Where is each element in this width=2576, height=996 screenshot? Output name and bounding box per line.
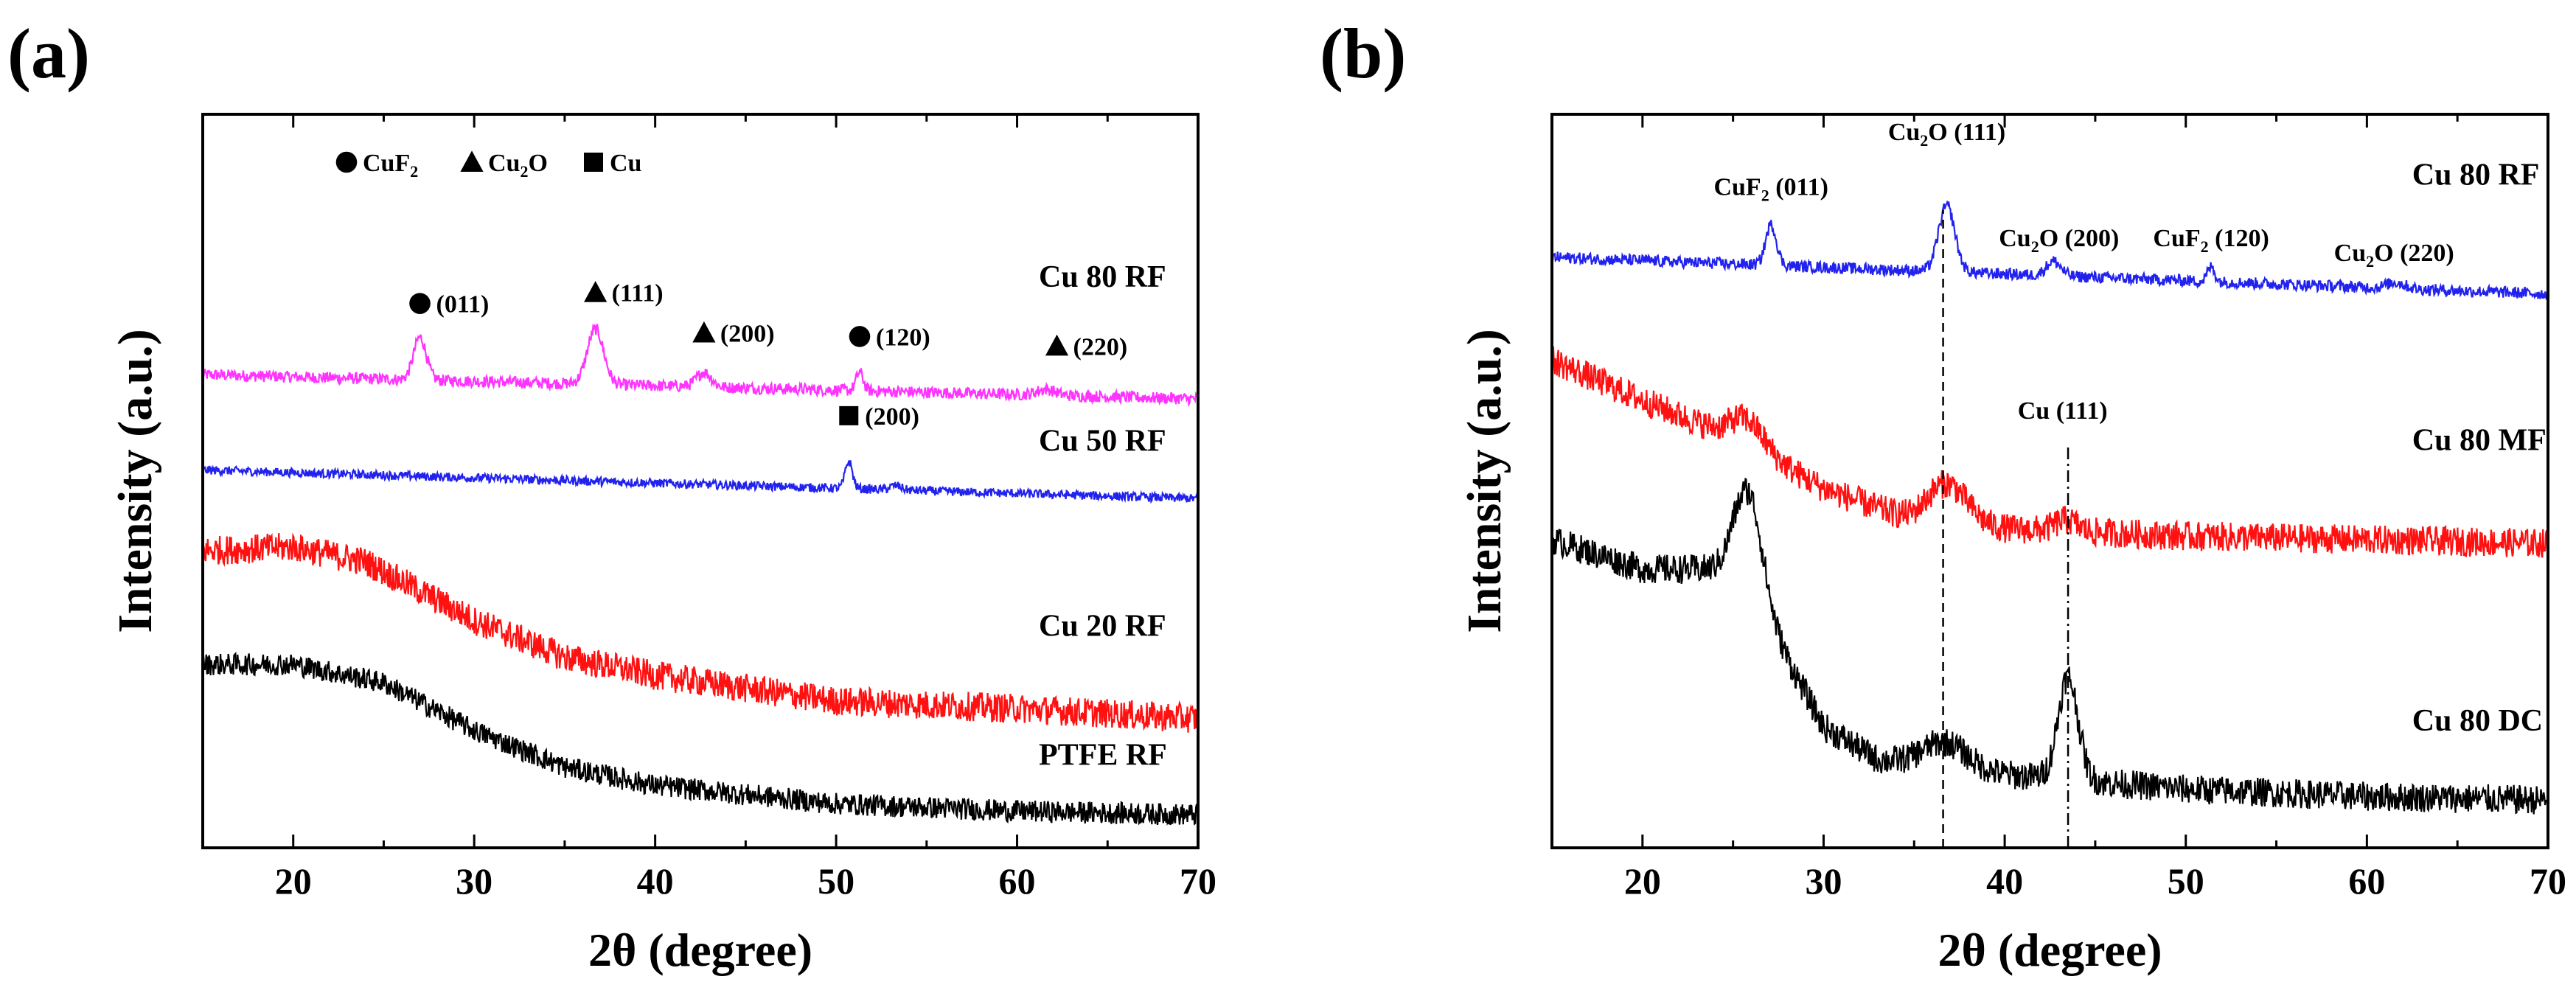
y-axis-label: Intensity (a.u.): [1458, 329, 1511, 633]
series-line-cu-80-rf: [201, 323, 1198, 408]
panel-letter: (b): [1320, 14, 1406, 93]
peak-triangle-marker: [1045, 334, 1069, 356]
peak-triangle-marker: [692, 321, 716, 343]
y-axis-label: Intensity (a.u.): [108, 329, 162, 633]
x-tick-label: 30: [456, 860, 492, 902]
peak-circle-marker: [849, 326, 871, 347]
peak-square-marker: [839, 405, 859, 425]
panel-b: (b) 20 30 40 50 60 70 2θ (degree) Intensity (a.u…: [1320, 14, 2566, 976]
series-line-cu-80-dc: [1550, 477, 2549, 815]
series-label: Cu 80 DC: [2412, 704, 2543, 738]
series-label: Cu 80 MF: [2412, 424, 2547, 458]
x-tick-label: 30: [1805, 860, 1842, 902]
x-tick-label: 20: [275, 860, 312, 902]
x-tick-label: 20: [1624, 860, 1661, 902]
series-label: PTFE RF: [1039, 739, 1167, 773]
x-tick-label: 50: [2168, 860, 2204, 902]
series-line-cu-20-rf: [202, 532, 1200, 733]
plot-frame: [1550, 113, 2549, 849]
series-label: Cu 80 RF: [2412, 159, 2540, 192]
x-axis-label: 2θ (degree): [1938, 924, 2162, 976]
plot-frame: [201, 113, 1200, 849]
peak-label: (220): [1073, 333, 1128, 361]
peak-label: Cu2O (111): [1888, 119, 2005, 150]
x-tick-label: 40: [1986, 860, 2023, 902]
x-tick-label: 70: [1180, 860, 1216, 902]
peak-label: (111): [612, 280, 664, 307]
peak-triangle-marker: [584, 281, 608, 302]
peak-label: Cu2O (220): [2334, 240, 2454, 271]
x-tick-label: 50: [818, 860, 854, 902]
series-line-cu-50-rf: [201, 460, 1199, 504]
series-line-ptfe-rf: [201, 652, 1200, 826]
x-tick-label: 60: [999, 860, 1036, 902]
panel-a: (a) 20 30 40 50 60 70 2θ (degree) Intensity (a.u…: [7, 14, 1216, 976]
peak-label: (011): [436, 291, 490, 318]
peak-label: (120): [876, 324, 930, 351]
legend-triangle-marker: [460, 150, 484, 172]
series-line-cu-80-mf: [1550, 346, 2549, 558]
series-label: Cu 50 RF: [1039, 425, 1166, 459]
series-label: Cu 80 RF: [1039, 260, 1166, 294]
x-tick-label: 60: [2348, 860, 2385, 902]
legend-circle-marker: [335, 151, 358, 173]
peak-label: (200): [865, 403, 919, 431]
peak-label: Cu (111): [2018, 397, 2108, 425]
legend-label: CuF2: [363, 150, 418, 181]
legend-label: Cu2O: [488, 150, 548, 181]
series-label: Cu 20 RF: [1039, 609, 1166, 643]
x-tick-label: 70: [2530, 860, 2566, 902]
peak-circle-marker: [409, 293, 431, 314]
panel-letter: (a): [7, 14, 90, 93]
peak-label: CuF2 (011): [1713, 173, 1828, 204]
x-tick-label: 40: [637, 860, 674, 902]
legend-label: Cu: [610, 150, 641, 177]
series-line-cu-80-rf: [1550, 201, 2549, 300]
peak-label: (200): [720, 320, 775, 347]
peak-label: CuF2 (120): [2153, 225, 2269, 256]
legend-square-marker: [584, 153, 603, 172]
x-axis-label: 2θ (degree): [588, 924, 812, 976]
peak-label: Cu2O (200): [1999, 225, 2119, 256]
